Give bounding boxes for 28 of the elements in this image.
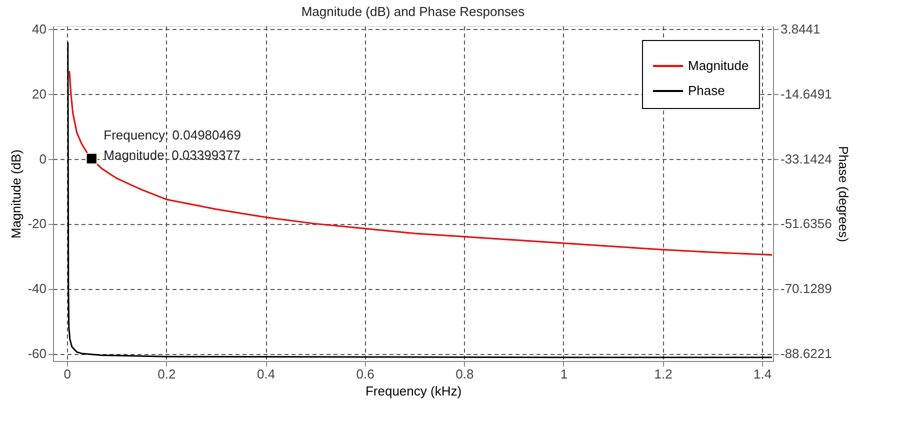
x-tick-label: 1.2 bbox=[654, 366, 672, 382]
y-tick-label: 20 bbox=[32, 86, 46, 102]
y-tick-label: -40 bbox=[28, 281, 46, 296]
y2-tick-label: 3.8441 bbox=[780, 21, 820, 36]
y2-tick-label: -33.1424 bbox=[780, 151, 832, 166]
y2-tick-label: -70.1289 bbox=[780, 281, 832, 296]
x-tick-label: 1.4 bbox=[754, 366, 772, 382]
y-tick-label: -20 bbox=[28, 216, 46, 232]
x-tick-label: 0.4 bbox=[256, 366, 276, 382]
x-tick-label: 0.6 bbox=[356, 366, 374, 382]
y2-axis-title: Phase (degrees) bbox=[836, 146, 851, 242]
y2-tick-label: -51.6356 bbox=[780, 216, 832, 232]
legend-label: Phase bbox=[688, 83, 725, 98]
line-series bbox=[67, 41, 773, 358]
x-tick-label: 0.8 bbox=[456, 366, 474, 382]
y-tick-label: 40 bbox=[32, 21, 46, 36]
annotation: Frequency: 0.04980469 Magnitude: 0.03399377 bbox=[104, 128, 241, 163]
y2-tick-label: -14.6491 bbox=[780, 86, 832, 102]
legend-label: Magnitude bbox=[688, 58, 749, 73]
y-axis-title: Magnitude (dB) bbox=[8, 150, 24, 238]
y2-tick-label: -88.6221 bbox=[780, 346, 832, 362]
y-tick-label: -60 bbox=[28, 346, 46, 362]
x-axis-title: Frequency (kHz) bbox=[365, 384, 462, 398]
x-tick-label: 0 bbox=[64, 366, 72, 382]
x-tick-label: 1 bbox=[560, 366, 568, 382]
y-tick-label: 0 bbox=[39, 151, 46, 166]
x-tick-label: 0.2 bbox=[158, 366, 176, 382]
chart-title: Magnitude (dB) and Phase Responses bbox=[301, 4, 526, 19]
